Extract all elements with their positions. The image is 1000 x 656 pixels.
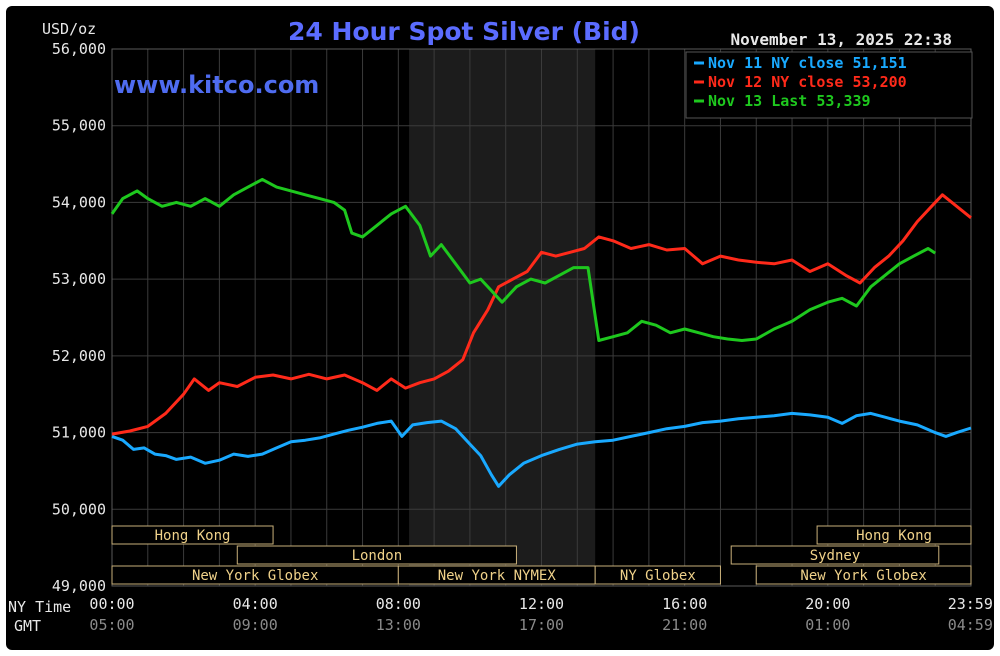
- y-tick-label: 50,000: [52, 500, 106, 518]
- session-label: New York Globex: [192, 568, 318, 584]
- x-tick-label-ny: 23:59: [948, 595, 993, 613]
- session-bar: [236, 545, 517, 565]
- legend-entry: Nov 11 NY close 51,151: [708, 54, 907, 72]
- x-tick-label-ny: 00:00: [89, 595, 134, 613]
- session-label: Hong Kong: [155, 528, 231, 544]
- session-label: NY Globex: [620, 568, 696, 584]
- session-bar: [594, 565, 721, 585]
- x-tick-label-gmt: 05:00: [89, 616, 134, 634]
- y-tick-label: 51,000: [52, 424, 106, 442]
- x-tick-label-gmt: 21:00: [662, 616, 707, 634]
- legend-entry: Nov 13 Last 53,339: [708, 92, 871, 110]
- session-bar: [755, 565, 972, 585]
- session-label: London: [352, 548, 403, 564]
- session-label: Sydney: [810, 548, 861, 564]
- x-tick-label-ny: 20:00: [805, 595, 850, 613]
- series-line-1: [111, 411, 972, 488]
- chart-title: 24 Hour Spot Silver (Bid): [288, 17, 640, 46]
- session-label: Hong Kong: [856, 528, 932, 544]
- session-label: New York NYMEX: [438, 568, 557, 584]
- y-tick-label: 56,000: [52, 40, 106, 58]
- x-tick-label-gmt: 09:00: [233, 616, 278, 634]
- legend-box: [685, 51, 973, 119]
- watermark-url: www.kitco.com: [114, 71, 319, 99]
- plot-border: [111, 48, 972, 587]
- session-bar: [730, 545, 940, 565]
- x-tick-label-ny: 16:00: [662, 595, 707, 613]
- y-tick-label: 55,000: [52, 117, 106, 135]
- series-line-2: [111, 193, 972, 436]
- x-tick-label-ny: 12:00: [519, 595, 564, 613]
- spot-silver-chart: Hong Kong Hong Kong London Sydney New York G…: [8, 17, 993, 635]
- y-axis-unit-label: USD/oz: [42, 20, 96, 38]
- y-tick-label: 49,000: [52, 577, 106, 595]
- y-tick-label: 52,000: [52, 347, 106, 365]
- session-label: New York Globex: [800, 568, 926, 584]
- timestamp-label: November 13, 2025 22:38: [730, 30, 952, 49]
- y-tick-label: 54,000: [52, 193, 106, 211]
- series-line-3: [110, 177, 937, 342]
- ny-time-row-label: NY Time: [8, 598, 71, 616]
- chart-frame: Hong Kong Hong Kong London Sydney New York G…: [6, 6, 994, 650]
- gmt-row-label: GMT: [14, 617, 41, 635]
- legend-entry: Nov 12 NY close 53,200: [708, 73, 907, 91]
- x-tick-label-ny: 08:00: [376, 595, 421, 613]
- y-tick-label: 53,000: [52, 270, 106, 288]
- x-tick-label-gmt: 17:00: [519, 616, 564, 634]
- session-bar: [111, 525, 274, 545]
- session-bar: [816, 525, 972, 545]
- x-tick-label-gmt: 01:00: [805, 616, 850, 634]
- x-tick-label-ny: 04:00: [233, 595, 278, 613]
- x-tick-label-gmt: 13:00: [376, 616, 421, 634]
- x-tick-label-gmt: 04:59: [948, 616, 993, 634]
- shaded-session-band: [409, 49, 596, 586]
